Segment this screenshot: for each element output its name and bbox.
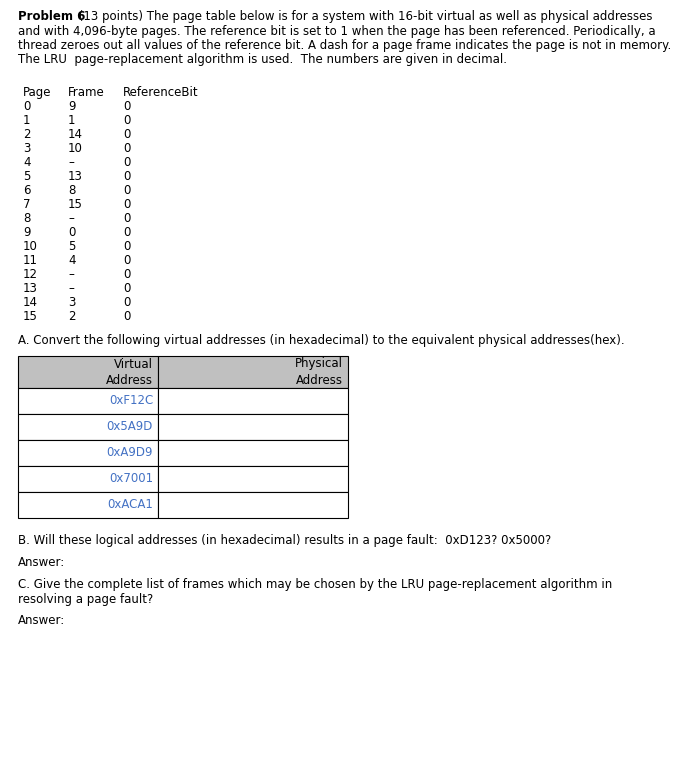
- Text: 0xA9D9: 0xA9D9: [106, 446, 153, 459]
- Text: 0x7001: 0x7001: [109, 472, 153, 486]
- Text: 0: 0: [123, 310, 131, 323]
- Bar: [158, 356, 348, 388]
- Text: 0x5A9D: 0x5A9D: [106, 421, 153, 434]
- Bar: [158, 492, 348, 518]
- Text: –: –: [68, 156, 74, 169]
- Text: Page: Page: [23, 86, 52, 99]
- Bar: [158, 388, 348, 414]
- Bar: [18, 388, 158, 414]
- Text: 1: 1: [68, 114, 76, 127]
- Text: 0: 0: [123, 198, 131, 211]
- Text: 10: 10: [68, 142, 83, 155]
- Text: 15: 15: [68, 198, 83, 211]
- Text: B. Will these logical addresses (in hexadecimal) results in a page fault:  0xD12: B. Will these logical addresses (in hexa…: [18, 534, 551, 547]
- Text: 4: 4: [68, 254, 76, 267]
- Text: –: –: [68, 282, 74, 295]
- Text: –: –: [68, 212, 74, 225]
- Text: A. Convert the following virtual addresses (in hexadecimal) to the equivalent ph: A. Convert the following virtual address…: [18, 334, 624, 347]
- Text: 0: 0: [123, 268, 131, 281]
- Text: 0: 0: [68, 226, 76, 239]
- Text: 15: 15: [23, 310, 38, 323]
- Text: C. Give the complete list of frames which may be chosen by the LRU page-replacem: C. Give the complete list of frames whic…: [18, 578, 612, 591]
- Text: 0: 0: [123, 170, 131, 183]
- Text: 11: 11: [23, 254, 38, 267]
- Text: 0: 0: [123, 114, 131, 127]
- Text: 12: 12: [23, 268, 38, 281]
- Text: 0: 0: [123, 240, 131, 253]
- Text: 13: 13: [23, 282, 38, 295]
- Text: 0: 0: [23, 100, 30, 113]
- Text: Physical
Address: Physical Address: [295, 358, 343, 387]
- Text: resolving a page fault?: resolving a page fault?: [18, 593, 153, 606]
- Text: 10: 10: [23, 240, 38, 253]
- Text: 8: 8: [23, 212, 30, 225]
- Bar: [158, 414, 348, 440]
- Text: ReferenceBit: ReferenceBit: [123, 86, 199, 99]
- Text: 9: 9: [23, 226, 30, 239]
- Bar: [18, 356, 158, 388]
- Text: 5: 5: [68, 240, 76, 253]
- Text: 3: 3: [68, 296, 76, 309]
- Text: Answer:: Answer:: [18, 556, 65, 569]
- Text: 0: 0: [123, 282, 131, 295]
- Text: 5: 5: [23, 170, 30, 183]
- Text: 6: 6: [23, 184, 30, 197]
- Bar: [158, 440, 348, 466]
- Text: 2: 2: [23, 128, 30, 141]
- Text: –: –: [68, 268, 74, 281]
- Bar: [158, 466, 348, 492]
- Text: 0: 0: [123, 142, 131, 155]
- Text: 0: 0: [123, 100, 131, 113]
- Text: 3: 3: [23, 142, 30, 155]
- Text: 0xACA1: 0xACA1: [107, 499, 153, 512]
- Text: 0: 0: [123, 226, 131, 239]
- Text: 14: 14: [23, 296, 38, 309]
- Text: (13 points) The page table below is for a system with 16-bit virtual as well as : (13 points) The page table below is for …: [75, 10, 653, 23]
- Text: 0: 0: [123, 254, 131, 267]
- Text: 0: 0: [123, 212, 131, 225]
- Text: thread zeroes out all values of the reference bit. A dash for a page frame indic: thread zeroes out all values of the refe…: [18, 39, 671, 52]
- Text: 0: 0: [123, 184, 131, 197]
- Text: and with 4,096-byte pages. The reference bit is set to 1 when the page has been : and with 4,096-byte pages. The reference…: [18, 24, 655, 37]
- Text: 9: 9: [68, 100, 76, 113]
- Text: Answer:: Answer:: [18, 615, 65, 628]
- Text: Problem 6: Problem 6: [18, 10, 85, 23]
- Text: The LRU  page-replacement algorithm is used.  The numbers are given in decimal.: The LRU page-replacement algorithm is us…: [18, 54, 507, 67]
- Text: 0xF12C: 0xF12C: [109, 394, 153, 408]
- Text: 0: 0: [123, 128, 131, 141]
- Text: 4: 4: [23, 156, 30, 169]
- Bar: [18, 414, 158, 440]
- Text: 7: 7: [23, 198, 30, 211]
- Text: 2: 2: [68, 310, 76, 323]
- Text: 0: 0: [123, 296, 131, 309]
- Text: 8: 8: [68, 184, 76, 197]
- Bar: [18, 492, 158, 518]
- Text: 14: 14: [68, 128, 83, 141]
- Text: Frame: Frame: [68, 86, 104, 99]
- Text: Virtual
Address: Virtual Address: [106, 358, 153, 387]
- Text: 1: 1: [23, 114, 30, 127]
- Text: 0: 0: [123, 156, 131, 169]
- Bar: [18, 466, 158, 492]
- Bar: [18, 440, 158, 466]
- Text: 13: 13: [68, 170, 83, 183]
